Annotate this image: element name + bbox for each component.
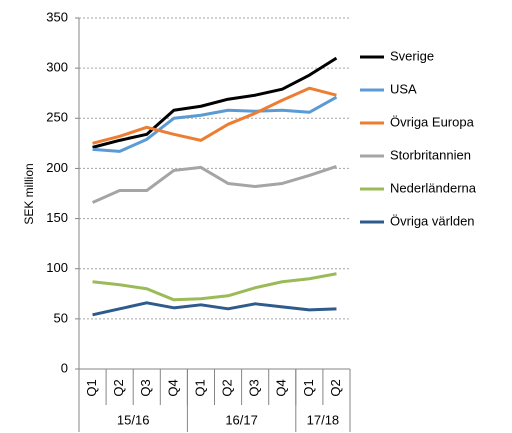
y-axis-label: SEK million	[22, 163, 36, 224]
x-tick-label: Q4	[274, 379, 289, 396]
x-tick-label: Q1	[301, 379, 316, 396]
y-tick-label: 150	[46, 210, 68, 225]
group-label: 16/17	[225, 412, 258, 427]
x-tick-label: Q2	[219, 379, 234, 396]
legend-label: Övriga världen	[390, 213, 475, 228]
legend-label: Sverige	[390, 48, 434, 63]
legend-label: Nederländerna	[390, 180, 477, 195]
y-tick-label: 200	[46, 160, 68, 175]
x-tick-label: Q1	[192, 379, 207, 396]
line-series	[92, 272, 337, 302]
line-series	[91, 164, 337, 204]
line-series	[92, 301, 337, 317]
x-tick-label: Q2	[328, 379, 343, 396]
line-series	[92, 86, 337, 145]
line-series	[92, 56, 338, 149]
legend-label: Övriga Europa	[390, 114, 475, 129]
y-tick-label: 100	[46, 260, 68, 275]
line-series	[92, 95, 338, 153]
group-label: 15/16	[117, 412, 150, 427]
legend-label: USA	[390, 81, 417, 96]
x-tick-label: Q4	[165, 379, 180, 396]
x-tick-label: Q3	[247, 379, 262, 396]
y-tick-label: 300	[46, 60, 68, 75]
x-tick-label: Q1	[84, 379, 99, 396]
y-tick-label: 350	[46, 9, 68, 24]
y-tick-label: 0	[61, 360, 68, 375]
group-label: 17/18	[307, 412, 340, 427]
legend-label: Storbritannien	[390, 147, 471, 162]
x-tick-label: Q3	[138, 379, 153, 396]
y-tick-label: 250	[46, 110, 68, 125]
x-tick-label: Q2	[111, 379, 126, 396]
y-tick-label: 50	[54, 310, 68, 325]
